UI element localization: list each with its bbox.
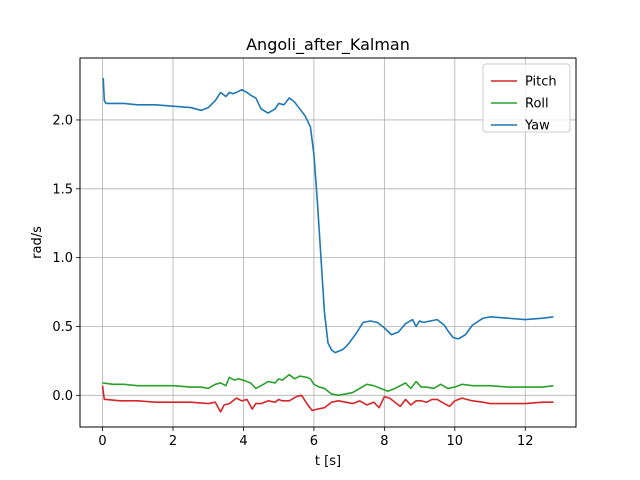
series-line-yaw — [102, 77, 554, 354]
plot-frame — [79, 57, 577, 428]
y-tick-label: 1.5 — [52, 182, 73, 197]
grid — [80, 58, 576, 427]
ticks: 0 2 4 6 8 10 12 0.0 0.5 1.0 1.5 2.0 — [52, 113, 533, 449]
chart-title: Angoli_after_Kalman — [246, 35, 410, 55]
y-axis-label: rad/s — [30, 226, 45, 259]
x-tick-label: 8 — [380, 434, 388, 449]
x-tick-label: 4 — [239, 434, 247, 449]
x-tick-label: 6 — [310, 434, 318, 449]
y-tick-label: 0.0 — [52, 389, 73, 404]
x-tick-label: 2 — [169, 434, 177, 449]
series-lines — [101, 77, 554, 413]
x-tick-label: 12 — [517, 434, 534, 449]
x-axis-label: t [s] — [315, 454, 341, 469]
y-tick-label: 2.0 — [52, 113, 73, 128]
x-tick-label: 0 — [98, 434, 106, 449]
legend-label-yaw: Yaw — [524, 119, 550, 134]
y-tick-label: 0.5 — [52, 320, 73, 335]
x-tick-label: 10 — [447, 434, 464, 449]
legend-label-pitch: Pitch — [525, 75, 557, 90]
series-line-pitch — [101, 385, 554, 413]
y-tick-label: 1.0 — [52, 251, 73, 266]
legend-label-roll: Roll — [525, 97, 549, 112]
series-line-roll — [102, 373, 554, 397]
legend: Pitch Roll Yaw — [482, 63, 571, 134]
